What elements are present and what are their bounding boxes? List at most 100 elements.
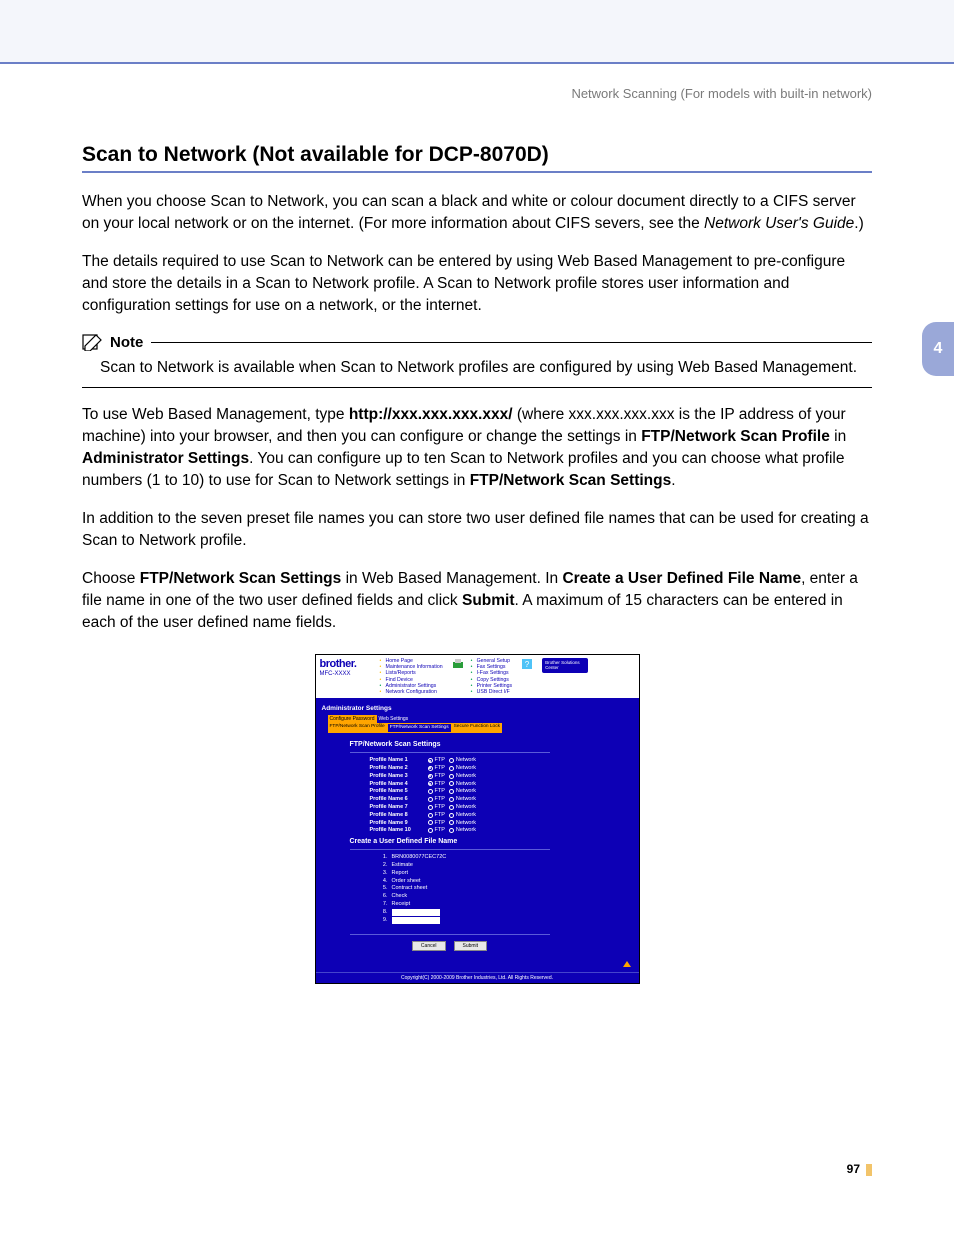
wbm-nav-link[interactable]: Network Configuration [382, 689, 443, 695]
filename-input[interactable] [392, 917, 440, 924]
filename-value: Check [392, 893, 408, 900]
ftp-radio[interactable]: FTP [428, 796, 445, 803]
profile-label: Profile Name 10 [370, 827, 424, 834]
text-italic: Network User's Guide [704, 215, 854, 232]
text-bold: FTP/Network Scan Profile [641, 428, 830, 445]
wbm-subtab[interactable]: Secure Function Lock [452, 723, 502, 733]
profile-label: Profile Name 9 [370, 820, 424, 827]
wbm-subtabs: FTP/Network Scan ProfileFTP/Network Scan… [328, 723, 609, 733]
wbm-filename-row: 7.Receipt [380, 901, 631, 908]
wbm-brand: brother. [320, 658, 376, 671]
network-radio[interactable]: Network [449, 827, 476, 834]
filename-value: Order sheet [392, 878, 421, 885]
filename-value: BRN0080077CEC72C [392, 854, 447, 861]
paragraph-5: Choose FTP/Network Scan Settings in Web … [82, 568, 872, 634]
filename-value: Estimate [392, 862, 413, 869]
network-radio[interactable]: Network [449, 765, 476, 772]
wbm-filename-row: 2.Estimate [380, 862, 631, 869]
text: . [671, 472, 675, 489]
ftp-radio[interactable]: FTP [428, 820, 445, 827]
network-radio[interactable]: Network [449, 781, 476, 788]
filename-number: 7. [380, 901, 388, 908]
network-radio[interactable]: Network [449, 804, 476, 811]
wbm-section-title-2: Create a User Defined File Name [350, 838, 550, 850]
ftp-radio[interactable]: FTP [428, 765, 445, 772]
wbm-nav-link[interactable]: USB Direct I/F [473, 689, 512, 695]
profile-label: Profile Name 3 [370, 773, 424, 780]
wbm-profile-row: Profile Name 1 FTP Network [370, 757, 631, 764]
wbm-profile-row: Profile Name 2 FTP Network [370, 765, 631, 772]
cancel-button[interactable]: Cancel [412, 941, 446, 951]
wbm-tab[interactable]: Web Settings [377, 715, 411, 723]
ftp-radio[interactable]: FTP [428, 757, 445, 764]
network-radio[interactable]: Network [449, 757, 476, 764]
profile-label: Profile Name 2 [370, 765, 424, 772]
text-bold: FTP/Network Scan Settings [140, 570, 342, 587]
wbm-profile-row: Profile Name 9 FTP Network [370, 820, 631, 827]
text: .) [854, 215, 863, 232]
wbm-filename-row: 8. [380, 909, 631, 916]
wbm-return-top[interactable] [316, 959, 639, 972]
ftp-radio[interactable]: FTP [428, 773, 445, 780]
note-end-rule [82, 387, 872, 388]
profile-label: Profile Name 5 [370, 788, 424, 795]
profile-label: Profile Name 1 [370, 757, 424, 764]
filename-number: 4. [380, 878, 388, 885]
text-bold: Create a User Defined File Name [562, 570, 801, 587]
network-radio[interactable]: Network [449, 820, 476, 827]
wbm-filename-row: 6.Check [380, 893, 631, 900]
filename-input[interactable] [392, 909, 440, 916]
wbm-profile-row: Profile Name 3 FTP Network [370, 773, 631, 780]
network-radio[interactable]: Network [449, 788, 476, 795]
printer-icon [449, 658, 467, 670]
ftp-radio[interactable]: FTP [428, 827, 445, 834]
filename-value: Report [392, 870, 409, 877]
wbm-profiles: Profile Name 1 FTP Network Profile Name 2 FT… [370, 757, 631, 834]
breadcrumb: Network Scanning (For models with built-… [0, 64, 954, 101]
note-label: Note [110, 334, 143, 351]
network-radio[interactable]: Network [449, 796, 476, 803]
wbm-subtab[interactable]: FTP/Network Scan Profile [328, 723, 387, 733]
text: in Web Based Management. In [341, 570, 562, 587]
text: To use Web Based Management, type [82, 406, 349, 423]
solutions-button[interactable]: Brother Solutions Center [542, 658, 588, 673]
note-icon [82, 333, 102, 351]
chapter-tab: 4 [922, 322, 954, 376]
wbm-section-title-1: FTP/Network Scan Settings [350, 741, 550, 753]
wbm-nav-right: General SetupFax SettingsI-Fax SettingsC… [473, 658, 512, 695]
wbm-nav-left: Home PageMaintenance InformationLists/Re… [382, 658, 443, 695]
text-bold: http://xxx.xxx.xxx.xxx/ [349, 406, 513, 423]
network-radio[interactable]: Network [449, 773, 476, 780]
wbm-admin-heading: Administrator Settings [322, 705, 603, 713]
text: Choose [82, 570, 140, 587]
wbm-model: MFC-XXXX [320, 671, 376, 678]
ftp-radio[interactable]: FTP [428, 812, 445, 819]
wbm-profile-row: Profile Name 4 FTP Network [370, 781, 631, 788]
note-block: Note Scan to Network is available when S… [82, 333, 872, 388]
wbm-profile-row: Profile Name 6 FTP Network [370, 796, 631, 803]
wbm-profile-row: Profile Name 10 FTP Network [370, 827, 631, 834]
page-number: 97 [847, 1162, 872, 1176]
profile-label: Profile Name 4 [370, 781, 424, 788]
wbm-tabs: Configure PasswordWeb Settings [328, 715, 609, 723]
ftp-radio[interactable]: FTP [428, 788, 445, 795]
submit-button[interactable]: Submit [454, 941, 488, 951]
profile-label: Profile Name 7 [370, 804, 424, 811]
filename-number: 5. [380, 885, 388, 892]
wbm-tab[interactable]: Configure Password [328, 715, 377, 723]
network-radio[interactable]: Network [449, 812, 476, 819]
ftp-radio[interactable]: FTP [428, 781, 445, 788]
paragraph-4: In addition to the seven preset file nam… [82, 508, 872, 552]
filename-value: Contract sheet [392, 885, 428, 892]
ftp-radio[interactable]: FTP [428, 804, 445, 811]
text-bold: FTP/Network Scan Settings [470, 472, 672, 489]
wbm-subtab[interactable]: FTP/Network Scan Settings [387, 723, 452, 733]
filename-number: 3. [380, 870, 388, 877]
wbm-filename-row: 4. Order sheet [380, 878, 631, 885]
title-rule [82, 171, 872, 173]
profile-label: Profile Name 6 [370, 796, 424, 803]
wbm-profile-row: Profile Name 8FTPNetwork [370, 812, 631, 819]
text-bold: Submit [462, 592, 515, 609]
text: in [830, 428, 846, 445]
note-body: Scan to Network is available when Scan t… [82, 351, 872, 387]
